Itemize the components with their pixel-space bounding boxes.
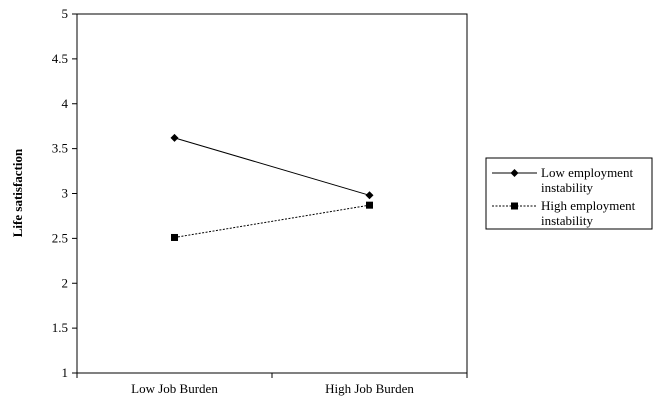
- diamond-marker: [365, 191, 374, 200]
- series-1: [170, 133, 374, 200]
- y-tick-label: 5: [62, 6, 69, 21]
- legend-label-line: instability: [541, 213, 594, 228]
- series-2: [171, 201, 373, 241]
- y-tick-label: 2: [62, 275, 69, 290]
- y-axis-label: Life satisfaction: [10, 148, 25, 237]
- legend-diamond-marker: [510, 169, 519, 177]
- y-tick-label: 1.5: [52, 320, 68, 335]
- legend-label-line: High employment: [541, 198, 636, 213]
- legend-square-marker: [511, 202, 518, 210]
- y-tick-label: 3: [62, 186, 69, 201]
- square-marker: [171, 233, 178, 241]
- square-marker: [366, 201, 373, 209]
- y-tick-label: 3.5: [52, 141, 68, 156]
- legend-label-line: instability: [541, 180, 594, 195]
- x-tick-label: Low Job Burden: [131, 381, 218, 396]
- series-layer: [170, 133, 374, 241]
- plot-area-frame: [76, 13, 468, 374]
- y-axis: 1 1.5 2 2.5 3 3.5 4 4.5 5: [52, 6, 77, 380]
- y-tick-label: 2.5: [52, 230, 68, 245]
- legend-label-line: Low employment: [541, 165, 633, 180]
- series-line: [174, 137, 370, 196]
- series-line: [174, 204, 370, 238]
- y-tick-label: 1: [62, 365, 69, 380]
- diamond-marker: [170, 133, 179, 142]
- x-axis: Low Job Burden High Job Burden: [76, 373, 468, 396]
- y-tick-label: 4.5: [52, 51, 68, 66]
- y-tick-label: 4: [62, 96, 69, 111]
- x-tick-label: High Job Burden: [325, 381, 414, 396]
